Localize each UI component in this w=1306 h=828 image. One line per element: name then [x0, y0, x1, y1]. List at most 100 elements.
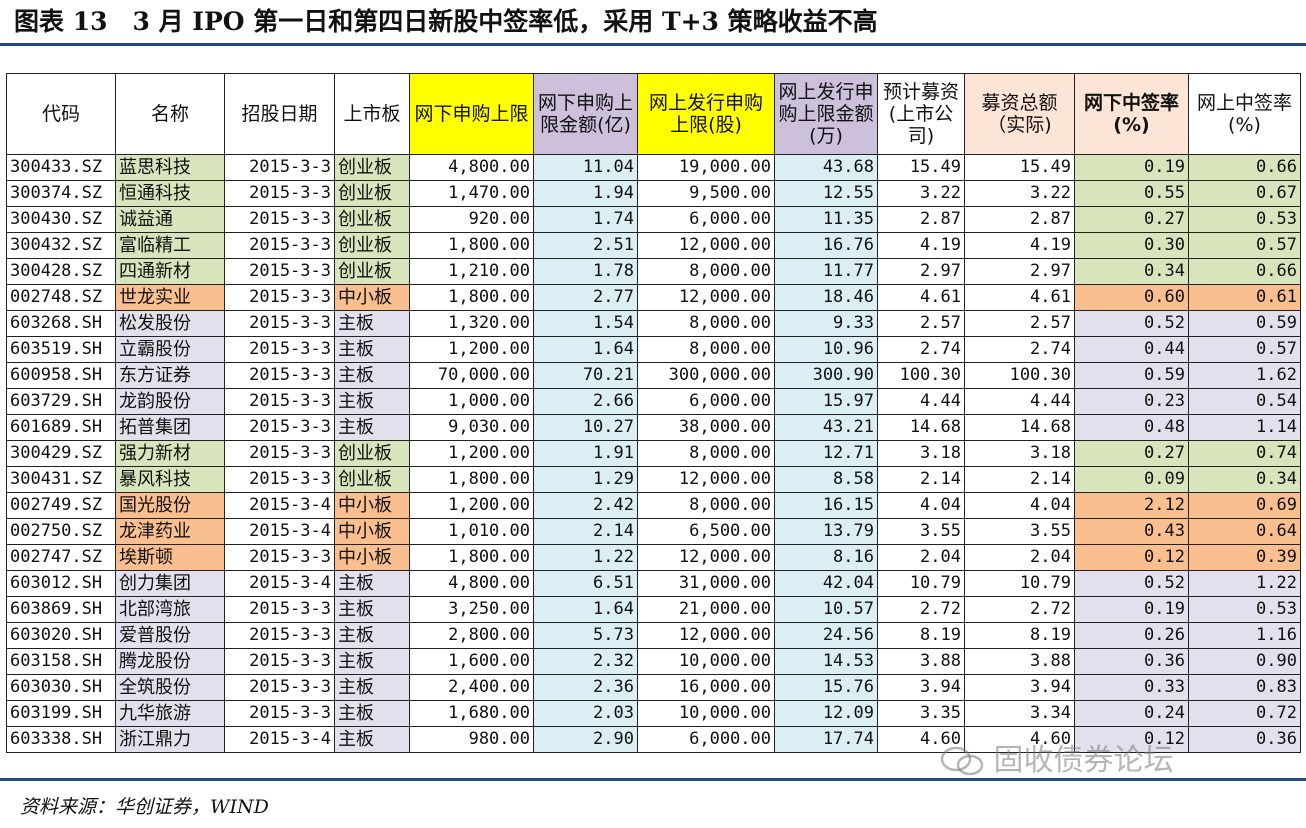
cell-name: 爱普股份: [115, 622, 225, 649]
cell-expected-raise: 3.35: [877, 700, 965, 727]
cell-offline-limit: 1,800.00: [409, 232, 534, 259]
table-row: 300431.SZ 暴风科技 2015-3-3 创业板 1,800.00 1.29 12,0…: [6, 466, 1301, 493]
cell-online-amount: 8.16: [774, 544, 878, 571]
cell-code: 002750.SZ: [6, 518, 116, 545]
cell-offline-limit: 2,800.00: [409, 622, 534, 649]
cell-board: 主板: [334, 700, 410, 727]
cell-offline-rate: 0.33: [1074, 674, 1189, 701]
cell-expected-raise: 3.22: [877, 180, 965, 207]
cell-actual-raise: 14.68: [964, 414, 1075, 441]
source-note: 资料来源：华创证券，WIND: [20, 796, 269, 818]
cell-online-rate: 1.22: [1188, 570, 1301, 597]
cell-board: 中小板: [334, 544, 410, 571]
cell-date: 2015-3-3: [224, 440, 335, 467]
cell-offline-limit: 1,800.00: [409, 284, 534, 311]
cell-online-rate: 1.14: [1188, 414, 1301, 441]
cell-offline-limit: 1,000.00: [409, 388, 534, 415]
cell-offline-rate: 0.48: [1074, 414, 1189, 441]
cell-expected-raise: 2.74: [877, 336, 965, 363]
table-row: 002747.SZ 埃斯顿 2015-3-3 中小板 1,800.00 1.22 12,00…: [6, 544, 1301, 571]
header-online-limit: 网上发行申购上限(股): [637, 73, 775, 155]
cell-code: 603268.SH: [6, 310, 116, 337]
cell-actual-raise: 15.49: [964, 154, 1075, 181]
cell-online-limit: 12,000.00: [637, 232, 775, 259]
cell-code: 603030.SH: [6, 674, 116, 701]
cell-name: 龙韵股份: [115, 388, 225, 415]
cell-expected-raise: 2.72: [877, 596, 965, 623]
cell-online-amount: 16.15: [774, 492, 878, 519]
cell-name: 创力集团: [115, 570, 225, 597]
cell-offline-limit: 2,400.00: [409, 674, 534, 701]
cell-online-limit: 21,000.00: [637, 596, 775, 623]
cell-online-limit: 9,500.00: [637, 180, 775, 207]
table-row: 300430.SZ 诚益通 2015-3-3 创业板 920.00 1.74 6,000.0…: [6, 206, 1301, 233]
cell-expected-raise: 2.14: [877, 466, 965, 493]
cell-online-rate: 0.57: [1188, 232, 1301, 259]
cell-offline-limit: 1,600.00: [409, 648, 534, 675]
cell-offline-rate: 0.19: [1074, 596, 1189, 623]
cell-date: 2015-3-3: [224, 232, 335, 259]
cell-online-limit: 16,000.00: [637, 674, 775, 701]
cell-online-amount: 24.56: [774, 622, 878, 649]
cell-actual-raise: 2.97: [964, 258, 1075, 285]
chat-bubble-icon: [940, 745, 984, 779]
ipo-table-sheet: 代码 名称 招股日期 上市板 网下申购上限 网下申购上限金额(亿) 网上发行申购…: [6, 73, 1301, 755]
cell-actual-raise: 4.61: [964, 284, 1075, 311]
cell-online-amount: 15.76: [774, 674, 878, 701]
table-row: 600958.SH 东方证券 2015-3-3 主板 70,000.00 70.21 300…: [6, 362, 1301, 389]
cell-online-rate: 1.62: [1188, 362, 1301, 389]
cell-actual-raise: 100.30: [964, 362, 1075, 389]
cell-code: 002747.SZ: [6, 544, 116, 571]
cell-code: 603869.SH: [6, 596, 116, 623]
cell-offline-rate: 0.19: [1074, 154, 1189, 181]
cell-board: 创业板: [334, 154, 410, 181]
header-row: 代码 名称 招股日期 上市板 网下申购上限 网下申购上限金额(亿) 网上发行申购…: [6, 73, 1301, 155]
cell-board: 中小板: [334, 518, 410, 545]
cell-name: 松发股份: [115, 310, 225, 337]
cell-code: 300374.SZ: [6, 180, 116, 207]
cell-online-rate: 0.34: [1188, 466, 1301, 493]
cell-offline-rate: 2.12: [1074, 492, 1189, 519]
cell-online-limit: 6,000.00: [637, 388, 775, 415]
cell-name: 恒通科技: [115, 180, 225, 207]
cell-offline-rate: 0.36: [1074, 648, 1189, 675]
cell-expected-raise: 4.19: [877, 232, 965, 259]
cell-date: 2015-3-3: [224, 414, 335, 441]
cell-expected-raise: 100.30: [877, 362, 965, 389]
cell-offline-limit: 1,010.00: [409, 518, 534, 545]
cell-offline-rate: 0.12: [1074, 544, 1189, 571]
cell-actual-raise: 8.19: [964, 622, 1075, 649]
cell-online-amount: 10.57: [774, 596, 878, 623]
cell-offline-rate: 0.09: [1074, 466, 1189, 493]
cell-online-rate: 0.72: [1188, 700, 1301, 727]
cell-actual-raise: 2.57: [964, 310, 1075, 337]
cell-offline-amount: 2.66: [533, 388, 638, 415]
cell-code: 300429.SZ: [6, 440, 116, 467]
cell-online-amount: 12.55: [774, 180, 878, 207]
cell-offline-amount: 1.64: [533, 336, 638, 363]
cell-actual-raise: 4.04: [964, 492, 1075, 519]
header-online-amount: 网上发行申购上限金额(万): [774, 73, 878, 155]
cell-actual-raise: 3.88: [964, 648, 1075, 675]
cell-code: 603519.SH: [6, 336, 116, 363]
cell-expected-raise: 8.19: [877, 622, 965, 649]
cell-board: 中小板: [334, 492, 410, 519]
cell-offline-amount: 2.36: [533, 674, 638, 701]
cell-board: 创业板: [334, 206, 410, 233]
cell-actual-raise: 3.22: [964, 180, 1075, 207]
cell-online-amount: 43.68: [774, 154, 878, 181]
cell-online-rate: 0.66: [1188, 258, 1301, 285]
bottom-rule: [0, 778, 1306, 781]
table-row: 603268.SH 松发股份 2015-3-3 主板 1,320.00 1.54 8,000…: [6, 310, 1301, 337]
table-row: 300428.SZ 四通新材 2015-3-3 创业板 1,210.00 1.78 8,00…: [6, 258, 1301, 285]
cell-online-limit: 12,000.00: [637, 466, 775, 493]
cell-date: 2015-3-3: [224, 310, 335, 337]
cell-online-rate: 0.67: [1188, 180, 1301, 207]
cell-date: 2015-3-3: [224, 284, 335, 311]
cell-online-rate: 0.69: [1188, 492, 1301, 519]
cell-expected-raise: 2.04: [877, 544, 965, 571]
table-row: 603519.SH 立霸股份 2015-3-3 主板 1,200.00 1.64 8,000…: [6, 336, 1301, 363]
cell-offline-amount: 1.94: [533, 180, 638, 207]
cell-online-limit: 12,000.00: [637, 622, 775, 649]
cell-offline-amount: 2.77: [533, 284, 638, 311]
